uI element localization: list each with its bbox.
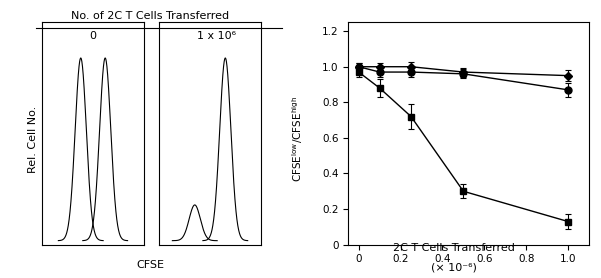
Text: CFSE$^{\mathrm{low}}$/CFSE$^{\mathrm{high}}$: CFSE$^{\mathrm{low}}$/CFSE$^{\mathrm{hig… [290, 96, 305, 182]
Text: (× 10⁻⁶): (× 10⁻⁶) [431, 262, 477, 272]
Text: 1 x 10⁶: 1 x 10⁶ [197, 31, 236, 41]
Text: 2C T Cells Transferred: 2C T Cells Transferred [393, 243, 514, 253]
Text: CFSE: CFSE [136, 260, 164, 270]
Text: No. of 2C T Cells Transferred: No. of 2C T Cells Transferred [71, 11, 230, 21]
Text: 0: 0 [90, 31, 97, 41]
Text: Rel. Cell No.: Rel. Cell No. [28, 105, 38, 173]
